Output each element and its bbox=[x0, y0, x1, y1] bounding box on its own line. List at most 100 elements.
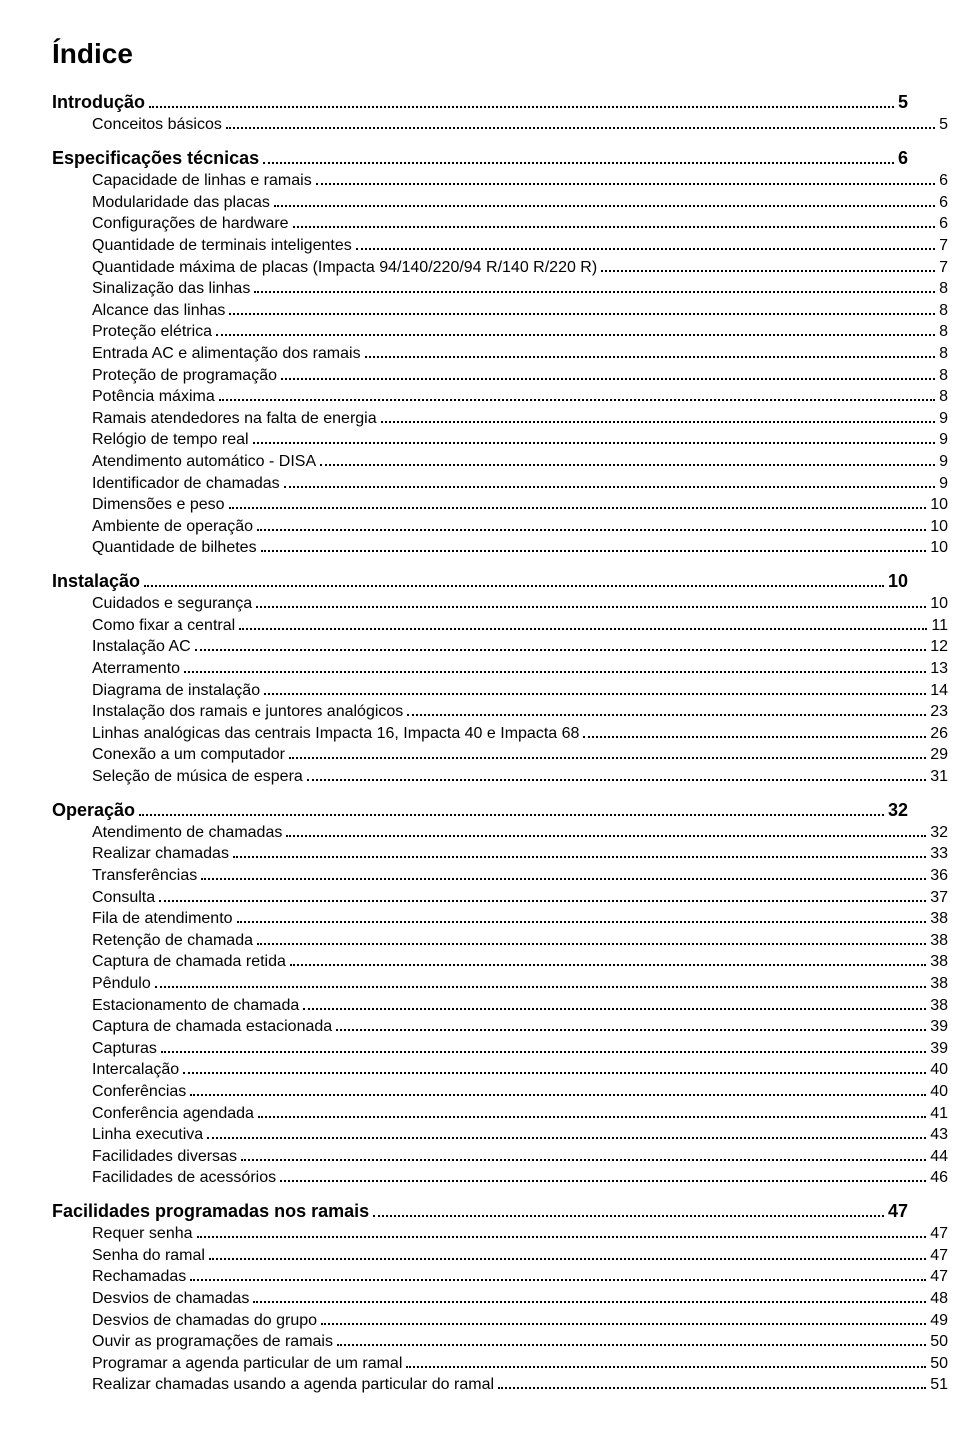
toc-item-label: Fila de atendimento bbox=[92, 908, 233, 930]
toc-item-page: 31 bbox=[930, 766, 948, 788]
toc-item-row: Quantidade máxima de placas (Impacta 94/… bbox=[52, 257, 948, 279]
toc-section: Especificações técnicas6Capacidade de li… bbox=[52, 146, 908, 559]
toc-leader bbox=[286, 822, 926, 837]
toc-item-label: Realizar chamadas usando a agenda partic… bbox=[92, 1374, 494, 1396]
toc-item-page: 6 bbox=[939, 192, 948, 214]
toc-item-label: Dimensões e peso bbox=[92, 494, 225, 516]
toc-item-row: Senha do ramal47 bbox=[52, 1245, 948, 1267]
toc-item-row: Desvios de chamadas do grupo49 bbox=[52, 1310, 948, 1332]
toc-item-label: Senha do ramal bbox=[92, 1245, 205, 1267]
toc-leader bbox=[229, 300, 935, 315]
toc-item-label: Retenção de chamada bbox=[92, 930, 253, 952]
toc-item-label: Transferências bbox=[92, 865, 197, 887]
toc-item-page: 5 bbox=[939, 114, 948, 136]
toc-leader bbox=[184, 658, 926, 673]
toc-leader bbox=[303, 995, 926, 1010]
toc-item-label: Ramais atendedores na falta de energia bbox=[92, 408, 377, 430]
toc-heading-page: 32 bbox=[888, 798, 908, 822]
toc-leader bbox=[407, 701, 926, 716]
toc-item-row: Capturas39 bbox=[52, 1038, 948, 1060]
toc-item-page: 38 bbox=[930, 951, 948, 973]
toc-leader bbox=[190, 1081, 926, 1096]
toc-item-page: 10 bbox=[930, 593, 948, 615]
toc-item-page: 50 bbox=[930, 1353, 948, 1375]
toc-leader bbox=[321, 1310, 926, 1325]
toc-leader bbox=[406, 1353, 926, 1368]
toc-item-page: 39 bbox=[930, 1016, 948, 1038]
toc-item-label: Proteção elétrica bbox=[92, 321, 212, 343]
toc-item-page: 9 bbox=[939, 451, 948, 473]
toc-item-label: Ouvir as programações de ramais bbox=[92, 1331, 333, 1353]
toc-item-page: 32 bbox=[930, 822, 948, 844]
toc-heading-label: Especificações técnicas bbox=[52, 146, 259, 170]
toc-item-label: Quantidade de terminais inteligentes bbox=[92, 235, 352, 257]
toc-item-page: 7 bbox=[939, 235, 948, 257]
toc-item-row: Rechamadas47 bbox=[52, 1266, 948, 1288]
toc-section: Instalação10Cuidados e segurança10Como f… bbox=[52, 569, 908, 788]
toc-item-page: 43 bbox=[930, 1124, 948, 1146]
toc-item-label: Facilidades de acessórios bbox=[92, 1167, 276, 1189]
toc-item-page: 8 bbox=[939, 343, 948, 365]
toc-leader bbox=[381, 408, 935, 423]
toc-item-label: Desvios de chamadas bbox=[92, 1288, 249, 1310]
toc-item-row: Facilidades de acessórios 46 bbox=[52, 1167, 948, 1189]
toc-leader bbox=[365, 343, 936, 358]
toc-heading-label: Operação bbox=[52, 798, 135, 822]
toc-leader bbox=[284, 473, 935, 488]
toc-leader bbox=[195, 637, 926, 652]
toc-leader bbox=[274, 192, 935, 207]
toc-leader bbox=[281, 365, 935, 380]
toc-item-page: 38 bbox=[930, 995, 948, 1017]
toc-item-row: Modularidade das placas 6 bbox=[52, 192, 948, 214]
toc-item-label: Captura de chamada retida bbox=[92, 951, 286, 973]
toc-leader bbox=[183, 1060, 926, 1075]
toc-item-row: Retenção de chamada38 bbox=[52, 930, 948, 952]
toc-item-row: Proteção de programação8 bbox=[52, 365, 948, 387]
toc-item-page: 46 bbox=[930, 1167, 948, 1189]
toc-item-page: 10 bbox=[930, 516, 948, 538]
toc-item-page: 9 bbox=[939, 429, 948, 451]
toc-item-row: Seleção de música de espera31 bbox=[52, 766, 948, 788]
toc-item-label: Ambiente de operação bbox=[92, 516, 253, 538]
toc-item-row: Requer senha47 bbox=[52, 1223, 948, 1245]
toc-item-page: 9 bbox=[939, 473, 948, 495]
toc-leader bbox=[320, 451, 935, 466]
toc-item-label: Requer senha bbox=[92, 1223, 193, 1245]
toc-item-row: Identificador de chamadas9 bbox=[52, 473, 948, 495]
toc-item-label: Linha executiva bbox=[92, 1124, 203, 1146]
toc-section: Operação32Atendimento de chamadas32Reali… bbox=[52, 798, 908, 1189]
toc-heading-row: Especificações técnicas6 bbox=[52, 146, 908, 170]
toc-leader bbox=[498, 1375, 926, 1390]
toc-item-label: Conferência agendada bbox=[92, 1103, 254, 1125]
toc-item-page: 7 bbox=[939, 257, 948, 279]
toc-item-label: Quantidade máxima de placas (Impacta 94/… bbox=[92, 257, 597, 279]
toc-item-page: 50 bbox=[930, 1331, 948, 1353]
toc-item-label: Realizar chamadas bbox=[92, 843, 229, 865]
toc-item-row: Consulta37 bbox=[52, 887, 948, 909]
toc-item-label: Modularidade das placas bbox=[92, 192, 270, 214]
toc-leader bbox=[233, 844, 926, 859]
toc-item-page: 6 bbox=[939, 170, 948, 192]
toc-item-page: 12 bbox=[930, 636, 948, 658]
toc-item-label: Pêndulo bbox=[92, 973, 151, 995]
toc-item-row: Ouvir as programações de ramais 50 bbox=[52, 1331, 948, 1353]
toc-leader bbox=[239, 615, 927, 630]
toc-item-row: Conferência agendada41 bbox=[52, 1103, 948, 1125]
toc-item-label: Desvios de chamadas do grupo bbox=[92, 1310, 317, 1332]
toc-item-page: 9 bbox=[939, 408, 948, 430]
toc-item-label: Capacidade de linhas e ramais bbox=[92, 170, 312, 192]
toc-item-row: Proteção elétrica8 bbox=[52, 321, 948, 343]
toc-item-page: 36 bbox=[930, 865, 948, 887]
toc-item-label: Conexão a um computador bbox=[92, 744, 285, 766]
toc-item-row: Fila de atendimento 38 bbox=[52, 908, 948, 930]
toc-item-label: Como fixar a central bbox=[92, 615, 235, 637]
toc-item-label: Conceitos básicos bbox=[92, 114, 222, 136]
toc-item-row: Dimensões e peso10 bbox=[52, 494, 948, 516]
toc-item-row: Conceitos básicos 5 bbox=[52, 114, 948, 136]
toc-item-page: 38 bbox=[930, 908, 948, 930]
toc-item-row: Facilidades diversas44 bbox=[52, 1146, 948, 1168]
toc-item-row: Aterramento13 bbox=[52, 658, 948, 680]
toc-leader bbox=[356, 235, 935, 250]
toc-item-page: 8 bbox=[939, 278, 948, 300]
toc-leader bbox=[207, 1124, 926, 1139]
